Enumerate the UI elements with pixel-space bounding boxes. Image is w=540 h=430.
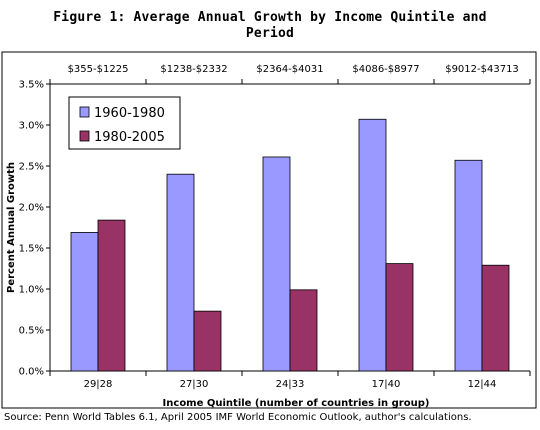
- legend-box: [68, 96, 181, 150]
- x-tick-label: 29|28: [84, 379, 113, 390]
- bar-1960-1980-17|40: [358, 118, 387, 372]
- chart-legend: 1960-1980 1980-2005: [68, 96, 181, 150]
- x-tick-label: 27|30: [180, 379, 209, 390]
- y-axis-title: Percent Annual Growth: [6, 162, 17, 293]
- legend-label: 1980-2005: [94, 130, 165, 145]
- y-tick-label: 0.0%: [19, 367, 44, 378]
- top-tick-label: $2364-$4031: [256, 64, 323, 75]
- y-tick-label: 2.0%: [19, 203, 44, 214]
- legend-label: 1960-1980: [94, 106, 165, 121]
- y-tick-label: 0.5%: [19, 326, 44, 337]
- x-tick-label: 17|40: [372, 379, 401, 390]
- y-tick-label: 3.5%: [19, 80, 44, 91]
- chart-bars: [70, 118, 510, 372]
- y-tick-label: 1.0%: [19, 285, 44, 296]
- chart-frame: [1, 51, 537, 409]
- top-tick-label: $1238-$2332: [160, 64, 227, 75]
- top-tick-label: $355-$1225: [68, 64, 129, 75]
- y-tick-label: 2.5%: [19, 162, 44, 173]
- source-note: Source: Penn World Tables 6.1, April 200…: [4, 412, 472, 423]
- bar-1980-2005-29|28: [97, 219, 126, 372]
- chart-axes: [1, 51, 537, 409]
- chart-title: Figure 1: Average Annual Growth by Incom…: [53, 10, 487, 41]
- y-tick-label: 3.0%: [19, 121, 44, 132]
- legend-swatch-1980-2005: [79, 130, 90, 142]
- legend-swatch-1960-1980: [79, 106, 90, 118]
- x-tick-label: 12|44: [468, 379, 497, 390]
- x-tick-label: 24|33: [276, 379, 305, 390]
- bar-1980-2005-17|40: [385, 263, 414, 372]
- bar-1980-2005-27|30: [193, 310, 222, 372]
- bar-1960-1980-24|33: [262, 156, 291, 372]
- bar-1960-1980-12|44: [454, 159, 483, 372]
- chart-labels: 0.0% 0.5% 1.0% 1.5% 2.0% 2.5% 3.0% 3.5% 29|28 $35…: [6, 64, 519, 409]
- top-tick-label: $9012-$43713: [445, 64, 519, 75]
- y-tick-label: 1.5%: [19, 244, 44, 255]
- x-axis-title: Income Quintile (number of countries in …: [163, 398, 430, 409]
- bar-1980-2005-12|44: [481, 264, 510, 372]
- bar-1960-1980-27|30: [166, 173, 195, 372]
- bar-1960-1980-29|28: [70, 232, 99, 372]
- bar-1980-2005-24|33: [289, 289, 318, 372]
- top-tick-label: $4086-$8977: [352, 64, 419, 75]
